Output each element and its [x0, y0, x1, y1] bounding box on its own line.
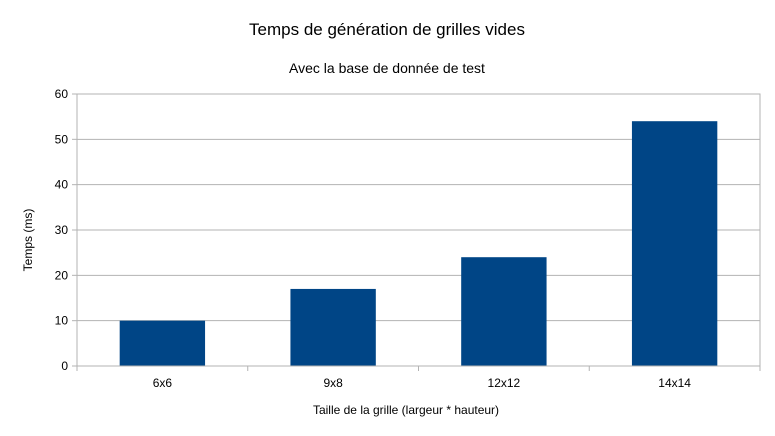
- bar-6x6: [119, 320, 206, 366]
- bar-14x14: [631, 121, 718, 366]
- bar-12x12: [461, 257, 547, 366]
- plot-frame: [76, 93, 761, 367]
- y-axis-label: Temps (ms): [21, 209, 35, 272]
- y-tick-label-5: 50: [55, 132, 69, 146]
- bars: [119, 121, 718, 366]
- x-tick-label-12x12: 12x12: [488, 376, 521, 390]
- y-tick-label-3: 30: [55, 223, 69, 237]
- x-tick-label-9x8: 9x8: [323, 376, 343, 390]
- x-tick-label-14x14: 14x14: [658, 376, 691, 390]
- y-tick-label-0: 0: [61, 359, 68, 373]
- y-tick-label-4: 40: [55, 178, 69, 192]
- y-tick-label-1: 10: [55, 314, 69, 328]
- bar-9x8: [290, 288, 376, 366]
- x-tick-label-6x6: 6x6: [153, 376, 173, 390]
- y-tick-label-2: 20: [55, 268, 69, 282]
- y-axis-ticks: 0 10 20 30 40 50 60: [55, 87, 77, 373]
- chart-subtitle: Avec la base de donnée de test: [289, 60, 485, 76]
- x-axis-label: Taille de la grille (largeur * hauteur): [313, 403, 499, 417]
- chart-title: Temps de génération de grilles vides: [249, 20, 525, 39]
- y-tick-label-6: 60: [55, 87, 69, 101]
- x-axis-ticks: 6x6 9x8 12x12 14x14: [76, 366, 761, 390]
